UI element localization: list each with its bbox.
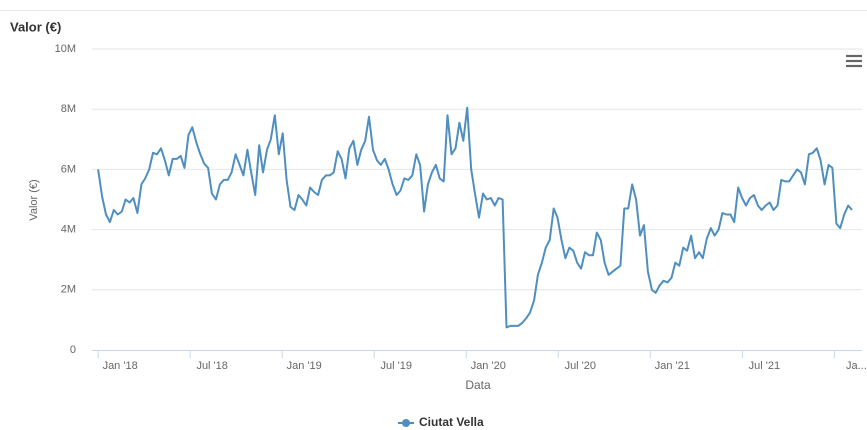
x-tick-label: Jul '18	[196, 360, 227, 372]
y-tick-label: 2M	[61, 284, 76, 296]
x-axis-title: Data	[465, 378, 491, 392]
x-tick-label: Jul '21	[749, 360, 780, 372]
chart-title: Valor (€)	[10, 19, 61, 34]
x-tick-label: Jan '21	[655, 360, 690, 372]
legend-item[interactable]: Ciutat Vella	[398, 415, 484, 429]
x-tick-label: Jan '20	[471, 360, 506, 372]
x-tick-label: Ja...	[846, 360, 867, 372]
y-tick-label: 8M	[61, 103, 76, 115]
y-tick-label: 4M	[61, 224, 76, 236]
y-tick-label: 10M	[55, 43, 76, 55]
legend-symbol	[402, 419, 410, 427]
x-tick-label: Jan '19	[287, 360, 322, 372]
x-tick-label: Jan '18	[103, 360, 138, 372]
y-tick-label: 0	[70, 344, 76, 356]
x-tick-label: Jul '19	[381, 360, 412, 372]
y-axis-title: Valor (€)	[28, 179, 40, 220]
y-tick-label: 6M	[61, 163, 76, 175]
menu-icon[interactable]	[846, 54, 862, 68]
line-series	[97, 106, 853, 329]
legend-label: Ciutat Vella	[419, 415, 484, 429]
x-tick-label: Jul '20	[565, 360, 596, 372]
